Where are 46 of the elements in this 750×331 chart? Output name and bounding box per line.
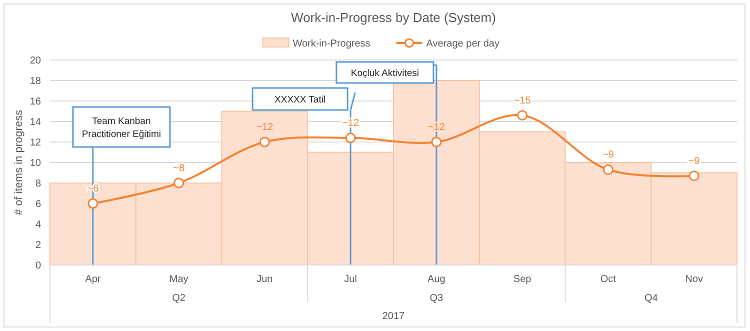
x-tick-label: Jun [256,274,273,285]
chart-title: Work-in-Progress by Date (System) [291,10,496,25]
x-tick-label: Apr [85,274,102,285]
y-tick-label: 8 [35,178,42,190]
point [345,132,356,144]
y-tick-label: 12 [30,138,42,148]
text: Q2 [172,293,186,304]
point [602,164,614,175]
x-tick-label: Nov [685,274,703,285]
text: Q4 [644,293,658,304]
text: Q3 [430,293,444,304]
y-tick-label: 10 [30,158,42,169]
data-label: ~12 [256,122,274,133]
y-tick-label: 2 [35,240,42,251]
point [88,198,98,209]
point [431,136,442,148]
x-tick-label: May [169,274,188,285]
x-tick-label: Jul [344,274,357,285]
point [259,136,270,148]
data-label: ~9 [688,156,700,167]
point [688,170,700,182]
x-tick-label: Oct [600,274,616,285]
x-tick-label: Sep [513,274,532,285]
y-tick-label: 0 [35,260,42,272]
data-label: ~15 [514,95,532,106]
y-tick-label: 6 [35,199,42,210]
data-label: ~9 [602,150,614,161]
callout: Team Kanban Practitioner Eğitimi [72,106,171,150]
callout: Koçluk Aktivitesi [336,61,436,84]
y-tick-label: 4 [35,220,42,230]
data-label: ~8 [173,163,185,174]
ref-line-label: XXXXX Tatil [274,94,326,106]
y-tick-label: 18 [30,76,42,87]
x-tick-label: Aug [428,274,446,285]
point [517,110,528,121]
y-tick-label: 16 [30,96,42,108]
y-tick-label: 14 [30,117,42,128]
point [174,178,184,188]
legend-label: Work-in-Progress [292,38,370,50]
y-axis-title: # of items in progress [13,109,25,216]
ref-line-label: Koçluk Aktivitesi [350,68,419,79]
callout: XXXXX Tatil [252,87,356,111]
legend-label: Average per day [426,38,500,50]
x-axis-title: 2017 [382,311,406,322]
ref-line-label: Team Kanban Practitioner Eğitimi [82,116,162,140]
y-tick-label: 20 [30,56,42,66]
